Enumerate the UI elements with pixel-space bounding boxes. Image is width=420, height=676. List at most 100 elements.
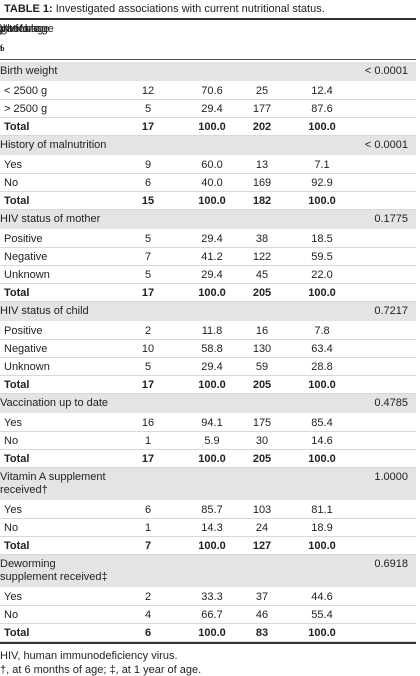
cell: 12.4 — [311, 85, 333, 97]
cell: 87.6 — [311, 103, 333, 115]
p-value: < 0.0001 — [364, 65, 408, 77]
cell: 24 — [255, 522, 269, 534]
section-row — [0, 302, 416, 321]
cell: 177 — [252, 103, 272, 115]
cell: 13 — [255, 159, 269, 171]
section-title: HIV status of child — [0, 305, 89, 317]
cell: 17 — [141, 453, 155, 465]
cell: 5.9 — [204, 435, 220, 447]
row-rule — [0, 283, 416, 284]
cell: 18.9 — [311, 522, 333, 534]
row-rule — [0, 247, 416, 248]
cell: 15 — [141, 195, 155, 207]
cell: 16 — [141, 417, 155, 429]
row-label: No — [4, 609, 19, 621]
p-value: 0.7217 — [374, 305, 408, 317]
cell: 4 — [144, 609, 152, 621]
p-value: 1.0000 — [374, 471, 408, 483]
cell: 100.0 — [308, 540, 336, 552]
row-label: Total — [4, 627, 30, 639]
row-label: Unknown — [4, 361, 50, 373]
cell: 44.6 — [311, 591, 333, 603]
section-row — [0, 555, 416, 587]
cell: 41.2 — [201, 251, 223, 263]
subheader: % — [0, 42, 5, 55]
row-rule — [0, 339, 416, 340]
cell: 100.0 — [198, 453, 226, 465]
cell: 59 — [255, 361, 269, 373]
row-rule — [0, 301, 416, 302]
row-rule — [0, 209, 416, 210]
section-row — [0, 210, 416, 229]
cell: 29.4 — [201, 269, 223, 281]
cell: 7.1 — [314, 159, 330, 171]
header-p-value: p-value — [0, 23, 33, 35]
p-value: 0.4785 — [374, 397, 408, 409]
row-rule — [0, 173, 416, 174]
cell: 83 — [255, 627, 269, 639]
cell: 25 — [255, 85, 269, 97]
cell: 1 — [144, 435, 152, 447]
section-title: Deworming — [0, 558, 56, 570]
p-value: 0.6918 — [374, 558, 408, 570]
row-rule — [0, 605, 416, 606]
cell: 2 — [144, 325, 152, 337]
cell: 100.0 — [198, 627, 226, 639]
row-label: Positive — [4, 325, 43, 337]
row-label: Unknown — [4, 269, 50, 281]
cell: 14.6 — [311, 435, 333, 447]
row-rule — [0, 265, 416, 266]
cell: 205 — [252, 379, 272, 391]
cell: 1 — [144, 522, 152, 534]
caption-text: Investigated associations with current n… — [55, 3, 325, 15]
cell: 100.0 — [308, 121, 336, 133]
section-title: HIV status of mother — [0, 213, 101, 225]
cell: 17 — [141, 287, 155, 299]
cell: 100.0 — [308, 195, 336, 207]
footnote: †, at 6 months of age; ‡, at 1 year of a… — [0, 664, 202, 676]
cell: 18.5 — [311, 233, 333, 245]
cell: 29.4 — [201, 361, 223, 373]
section-title: Vaccination up to date — [0, 397, 109, 409]
cell: 9 — [144, 159, 152, 171]
cell: 55.4 — [311, 609, 333, 621]
cell: 17 — [141, 379, 155, 391]
subheader: % — [0, 42, 5, 55]
cell: 94.1 — [201, 417, 223, 429]
row-label: Total — [4, 379, 30, 391]
row-rule — [0, 135, 416, 136]
cell: 12 — [141, 85, 155, 97]
cell: 10 — [141, 343, 155, 355]
header-underweight: Underweight for age — [0, 23, 50, 35]
header-normal: Normal weight for age — [0, 23, 54, 35]
cell: 100.0 — [198, 287, 226, 299]
cell: 85.4 — [311, 417, 333, 429]
row-label: Total — [4, 121, 30, 133]
cell: 100.0 — [198, 379, 226, 391]
cell: 29.4 — [201, 103, 223, 115]
cell: 100.0 — [308, 287, 336, 299]
cell: 33.3 — [201, 591, 223, 603]
row-label: Negative — [4, 251, 48, 263]
cell: 205 — [252, 453, 272, 465]
row-label: Yes — [4, 159, 22, 171]
cell: 127 — [252, 540, 272, 552]
row-label: No — [4, 435, 19, 447]
row-label: Total — [4, 287, 30, 299]
row-label: No — [4, 177, 19, 189]
row-rule — [0, 449, 416, 450]
cell: 59.5 — [311, 251, 333, 263]
cell: 122 — [252, 251, 272, 263]
row-rule — [0, 99, 416, 100]
row-label: > 2500 g — [4, 103, 48, 115]
cell: 5 — [144, 269, 152, 281]
cell: 100.0 — [308, 627, 336, 639]
row-rule — [0, 393, 416, 394]
cell: 92.9 — [311, 177, 333, 189]
cell: 2 — [144, 591, 152, 603]
cell: 7 — [144, 540, 152, 552]
row-label: Total — [4, 195, 30, 207]
caption: TABLE 1: Investigated associations with … — [4, 3, 325, 16]
cell: 169 — [252, 177, 272, 189]
